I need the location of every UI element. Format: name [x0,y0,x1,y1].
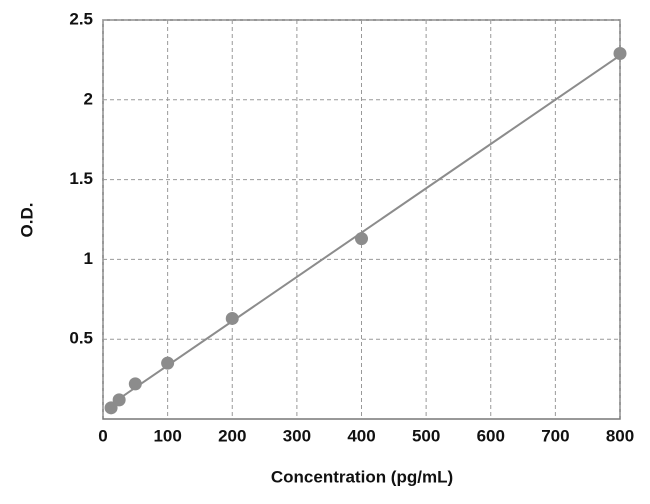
x-tick-label: 400 [347,426,375,445]
data-point [112,393,126,407]
x-tick-label: 500 [412,426,440,445]
y-axis-label: O.D. [17,203,36,238]
data-point [613,47,627,61]
x-tick-label: 0 [98,426,107,445]
y-tick-label: 1.5 [69,169,93,188]
data-point [355,232,368,246]
trendline [110,54,621,406]
y-tick-label: 1 [84,249,93,268]
data-point [161,356,175,370]
data-point [104,401,118,415]
y-tick-label: 0.5 [69,329,93,348]
x-tick-label: 300 [283,426,311,445]
data-point [128,377,142,391]
x-tick-label: 600 [477,426,505,445]
x-axis-label: Concentration (pg/mL) [271,467,453,486]
y-tick-label: 2.5 [69,9,93,28]
x-tick-label: 100 [153,426,181,445]
y-tick-label: 2 [84,89,93,108]
x-tick-label: 800 [606,426,634,445]
x-tick-label: 700 [541,426,569,445]
data-point [225,311,239,325]
x-tick-label: 200 [218,426,246,445]
